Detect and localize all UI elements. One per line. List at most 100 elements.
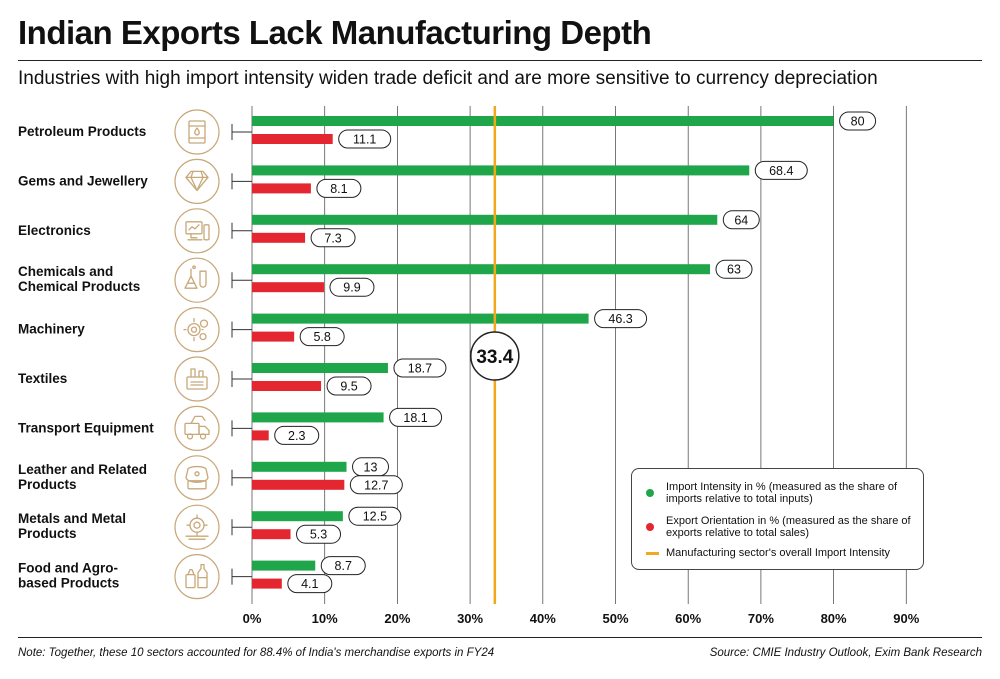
data-label: 7.3	[324, 231, 341, 245]
category-label: Textiles	[18, 371, 67, 386]
gears-icon	[174, 307, 220, 353]
value-pill	[594, 309, 648, 329]
legend-item-import: Import Intensity in % (measured as the s…	[646, 481, 917, 505]
category-label: Electronics	[18, 223, 91, 238]
row-connector	[231, 173, 252, 190]
category-label: Chemical Products	[18, 279, 140, 294]
import-bar	[252, 313, 589, 324]
x-tick-label: 70%	[748, 611, 774, 626]
value-pill	[349, 475, 403, 495]
data-label: 8.1	[330, 182, 347, 196]
category-label: Products	[18, 526, 77, 541]
data-label: 63	[727, 263, 741, 277]
truck-icon	[174, 405, 220, 451]
category-label: Machinery	[18, 322, 85, 337]
value-pill	[348, 506, 402, 526]
footnote: Note: Together, these 10 sectors account…	[18, 647, 495, 659]
legend: Import Intensity in % (measured as the s…	[631, 468, 924, 570]
data-label: 5.3	[310, 528, 327, 542]
data-label: 12.7	[364, 478, 388, 492]
chart-title: Indian Exports Lack Manufacturing Depth	[18, 14, 652, 51]
value-pill	[287, 574, 333, 594]
x-tick-label: 40%	[530, 611, 556, 626]
value-pill	[839, 111, 877, 131]
category-label: Gems and Jewellery	[18, 173, 148, 188]
row-connector	[231, 371, 252, 387]
import-bar	[252, 511, 343, 522]
import-bar	[252, 165, 750, 176]
import-bar	[252, 461, 347, 472]
legend-swatch-export	[646, 523, 654, 531]
legend-item-export: Export Orientation in % (measured as the…	[646, 515, 917, 539]
data-label: 13	[364, 460, 378, 474]
data-label: 8.7	[335, 559, 352, 573]
value-pill	[310, 228, 356, 248]
food-bottle-icon	[174, 553, 220, 600]
reference-badge	[470, 331, 520, 381]
value-pill	[715, 259, 753, 279]
export-bar	[252, 183, 311, 194]
category-label: based Products	[18, 576, 119, 591]
export-bar	[252, 381, 322, 391]
legend-label-export: Export Orientation in % (measured as the…	[666, 515, 911, 539]
leather-bag-icon	[174, 455, 220, 501]
value-pill	[393, 358, 447, 378]
electronics-icon	[174, 208, 220, 254]
chemical-flask-icon	[174, 257, 220, 303]
diamond-icon	[174, 158, 220, 204]
value-pill	[754, 160, 808, 180]
x-tick-label: 0%	[243, 611, 262, 626]
import-bar	[252, 214, 718, 225]
data-label: 5.8	[313, 330, 330, 344]
value-pill	[320, 556, 366, 576]
value-pill	[722, 210, 760, 230]
category-label: Metals and Metal	[18, 511, 126, 526]
category-label: Food and Agro-	[18, 561, 118, 576]
category-label: Petroleum Products	[18, 124, 146, 139]
row-connector	[231, 519, 252, 536]
category-label: Chemicals and	[18, 264, 113, 279]
chart-subtitle: Industries with high import intensity wi…	[18, 68, 878, 89]
footer-divider	[18, 637, 982, 638]
x-tick-label: 60%	[675, 611, 701, 626]
title-divider	[18, 60, 982, 61]
import-bar	[252, 560, 316, 571]
legend-item-reference: Manufacturing sector's overall Import In…	[646, 547, 917, 559]
row-connector	[231, 469, 252, 486]
data-label: 68.4	[769, 164, 793, 178]
data-label: 12.5	[363, 510, 387, 524]
export-bar	[252, 529, 291, 540]
value-pill	[326, 376, 372, 396]
data-label: 18.1	[403, 411, 427, 425]
value-pill	[338, 129, 392, 149]
value-pill	[389, 407, 443, 427]
data-label: 9.9	[343, 281, 360, 295]
source-note: Source: CMIE Industry Outlook, Exim Bank…	[709, 647, 982, 659]
value-pill	[296, 524, 342, 544]
row-connector	[231, 568, 252, 585]
legend-swatch-reference	[646, 552, 659, 555]
x-tick-label: 80%	[821, 611, 847, 626]
export-bar	[252, 479, 345, 490]
x-tick-label: 10%	[312, 611, 338, 626]
x-tick-label: 90%	[893, 611, 919, 626]
export-bar	[252, 134, 333, 144]
legend-label-reference: Manufacturing sector's overall Import In…	[666, 547, 891, 559]
import-bar	[252, 264, 711, 275]
export-bar	[252, 232, 306, 243]
import-bar	[252, 116, 834, 126]
export-bar	[252, 331, 295, 342]
category-label: Leather and Related	[18, 462, 147, 477]
category-label: Products	[18, 477, 77, 492]
data-label: 9.5	[340, 380, 357, 394]
value-pill	[299, 327, 345, 347]
data-label: 64	[734, 213, 748, 227]
reference-label: 33.4	[476, 347, 513, 368]
row-connector	[231, 124, 252, 140]
row-connector	[231, 222, 252, 239]
data-label: 2.3	[288, 429, 305, 443]
import-bar	[252, 363, 388, 373]
export-bar	[252, 430, 269, 441]
metal-gear-icon	[174, 504, 220, 550]
value-pill	[274, 425, 320, 445]
